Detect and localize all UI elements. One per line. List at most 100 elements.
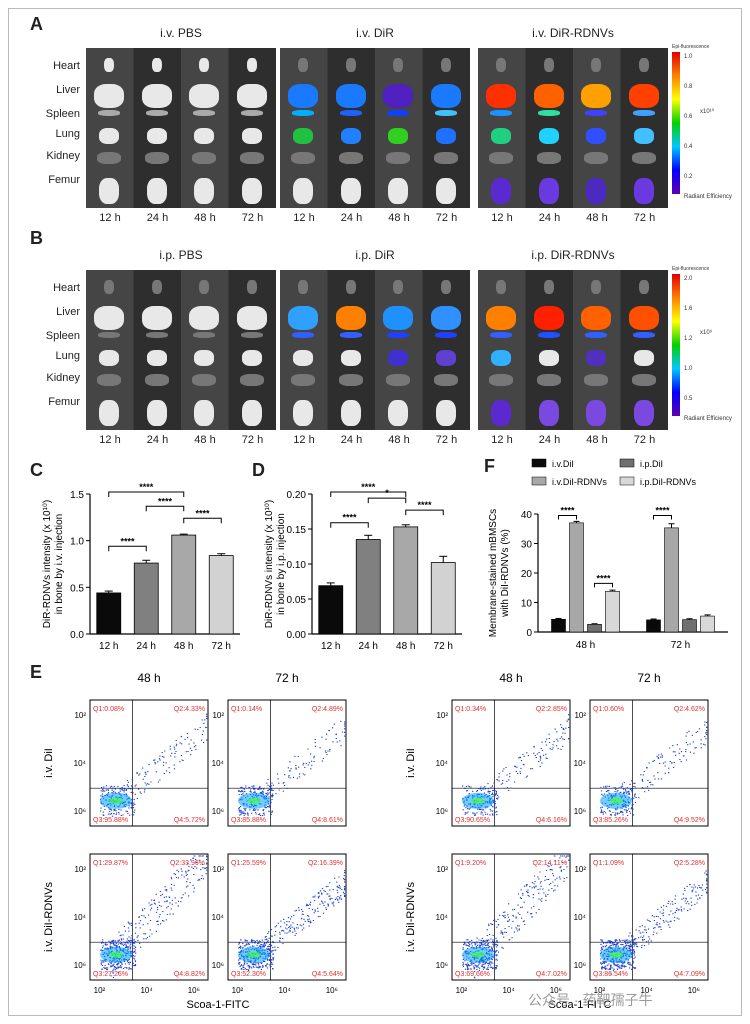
y-tick-label: 0.00 xyxy=(287,630,307,641)
organ-signal xyxy=(586,350,606,366)
organ-signal xyxy=(199,280,209,294)
organ-signal xyxy=(489,152,513,164)
organ-signal xyxy=(239,374,264,386)
y-axis-title: DiR-RDNVs intensity (x 10¹⁰) in bone by i… xyxy=(42,500,65,628)
organ-label: Kidney xyxy=(46,372,80,384)
bar xyxy=(587,624,602,633)
quadrant-label: Q1:0.14% xyxy=(231,706,262,713)
organ-label: Heart xyxy=(53,282,80,294)
timepoint-label: 24 h xyxy=(538,434,561,446)
organ-label: Femur xyxy=(48,174,80,186)
organ-label: Femur xyxy=(48,396,80,408)
timepoint-label: 72 h xyxy=(435,434,458,446)
significance-bracket xyxy=(405,509,444,516)
organ-signal xyxy=(340,400,361,426)
organ-signal xyxy=(292,332,314,338)
imaging-panel xyxy=(478,48,668,208)
organ-signal xyxy=(104,58,114,72)
flow-y-tick-label: 10⁴ xyxy=(74,913,87,922)
y-tick-label: 10 xyxy=(521,599,533,610)
organ-signal xyxy=(141,306,172,330)
organ-signal xyxy=(293,128,313,144)
organ-signal xyxy=(291,374,315,386)
bar xyxy=(700,615,715,633)
flow-x-tick-label: 10⁴ xyxy=(640,986,653,995)
organ-signal xyxy=(292,110,314,116)
organ-signal xyxy=(383,84,413,108)
organ-signal xyxy=(241,128,262,144)
organ-signal xyxy=(383,306,413,330)
organ-signal xyxy=(151,280,162,294)
organ-signal xyxy=(145,110,168,116)
significance-bracket xyxy=(558,514,577,520)
bar xyxy=(605,590,620,633)
panel-e-flow-cytometry: 48 h 72 h 48 h 72 h i.v. DiI i.v. DiI-RDNVs i.… xyxy=(43,671,709,1011)
organ-signal xyxy=(586,128,606,144)
flow-density-peak xyxy=(609,797,623,804)
x-tick-label: 12 h xyxy=(99,641,118,652)
significance-label: **** xyxy=(596,573,611,583)
organ-signal xyxy=(538,128,559,144)
bar xyxy=(664,527,679,633)
organ-signal xyxy=(335,306,366,330)
organ-signal xyxy=(236,84,267,108)
legend-swatch xyxy=(619,476,635,486)
x-tick-label: 72 h xyxy=(212,641,231,652)
significance-bracket xyxy=(183,517,222,524)
imaging-panel xyxy=(86,48,276,208)
flow-row-label: i.v. DiI xyxy=(405,748,417,778)
organ-signal xyxy=(240,332,263,338)
organ-signal xyxy=(98,110,120,116)
organ-signal xyxy=(388,400,408,426)
bar xyxy=(208,555,234,635)
organ-signal xyxy=(486,84,516,108)
flow-y-tick-label: 10² xyxy=(574,865,586,874)
timepoint-label: 48 h xyxy=(388,434,410,446)
organ-signal xyxy=(99,400,119,426)
quadrant-label: Q2:4.89% xyxy=(312,706,343,713)
quadrant-label: Q2:4.62% xyxy=(674,706,705,713)
x-tick-label: 24 h xyxy=(137,641,156,652)
quadrant-label: Q1:0.60% xyxy=(593,706,624,713)
panel-label-b: B xyxy=(30,228,43,248)
organ-signal xyxy=(298,280,308,294)
quadrant-label: Q1:1.09% xyxy=(593,860,624,867)
organ-signal xyxy=(193,110,215,116)
flow-row-label-group: i.v. DiI xyxy=(43,748,55,778)
significance-label: **** xyxy=(560,505,575,515)
organ-signal xyxy=(194,128,214,144)
organ-signal xyxy=(146,128,167,144)
organ-signal xyxy=(440,280,451,294)
organ-signal xyxy=(393,58,403,72)
timepoint-label: 72 h xyxy=(633,434,656,446)
organ-signal xyxy=(490,332,512,338)
flow-column-title: 72 h xyxy=(275,671,298,685)
quadrant-label: Q1:9.20% xyxy=(455,860,486,867)
organ-signal xyxy=(335,84,366,108)
organ-signal xyxy=(189,84,219,108)
organ-signal xyxy=(536,152,561,164)
organ-signal xyxy=(491,350,511,366)
organ-signal xyxy=(345,280,356,294)
organ-signal xyxy=(194,400,214,426)
organ-signal xyxy=(388,128,408,144)
organ-signal xyxy=(144,374,169,386)
y-axis-title-line2: in bone by i.p. injection xyxy=(276,513,287,615)
significance-bracket xyxy=(108,545,147,552)
organ-signal xyxy=(434,110,457,116)
flow-x-tick-label: 10⁶ xyxy=(550,986,562,995)
group-title: i.v. PBS xyxy=(160,26,202,40)
imaging-panel xyxy=(280,48,470,208)
organ-signal xyxy=(496,58,506,72)
organ-label: Heart xyxy=(53,60,80,72)
organ-signal xyxy=(543,280,554,294)
group-title: i.p. DiR-RDNVs xyxy=(531,248,615,262)
flow-y-tick-label: 10⁶ xyxy=(212,807,224,816)
organ-signal xyxy=(591,280,601,294)
significance-label: **** xyxy=(361,482,376,492)
quadrant-label: Q4:7.09% xyxy=(674,971,705,978)
legend-swatch xyxy=(531,476,547,486)
chart-f: i.v.DiI i.p.DiI i.v.DiI-RDNVs i.p.DiI-RDNVs… xyxy=(488,458,728,651)
organ-signal xyxy=(145,332,168,338)
